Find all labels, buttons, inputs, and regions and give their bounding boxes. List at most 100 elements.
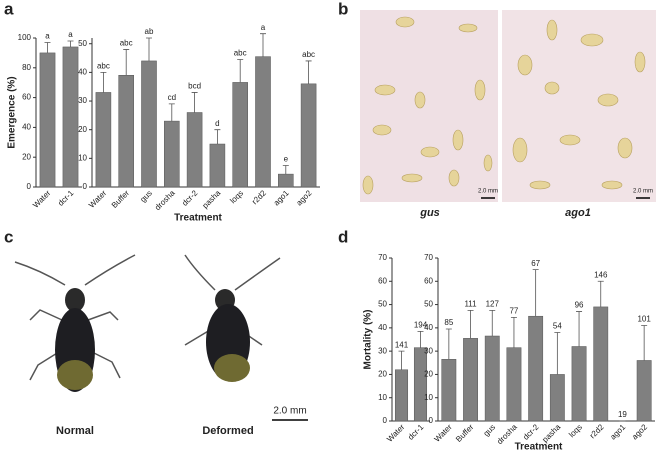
x-tick-label: loqs — [567, 423, 584, 440]
bar-annotation: abc — [97, 61, 110, 70]
y-tick-label: 0 — [27, 182, 32, 191]
bar — [593, 306, 609, 422]
error-bar — [467, 309, 474, 339]
y-tick-label: 60 — [378, 276, 387, 285]
error-bar — [417, 330, 424, 348]
x-tick-label: r2d2 — [588, 422, 606, 440]
x-tick-label: r2d2 — [250, 188, 268, 206]
bar — [118, 75, 134, 188]
bar-annotation: 111 — [464, 300, 477, 309]
bar-annotation: cd — [168, 93, 176, 102]
x-tick-label: ago2 — [295, 188, 314, 207]
bar-annotation: a — [68, 30, 73, 39]
x-tick-label: ago1 — [272, 188, 291, 207]
photo — [502, 10, 656, 202]
error-bar — [305, 60, 312, 84]
error-bar — [282, 165, 289, 175]
bar-annotation: a — [45, 32, 50, 41]
y-tick-label: 70 — [378, 253, 387, 262]
bar — [39, 52, 56, 188]
x-axis-label: Treatment — [515, 442, 563, 452]
error-bar — [510, 316, 517, 348]
scale-label: 2.0 mm — [478, 189, 498, 195]
bar-annotation: e — [284, 155, 289, 164]
y-axis-label: Mortality (%) — [363, 310, 374, 370]
bar — [209, 143, 226, 188]
beetle-legs — [14, 254, 281, 381]
bar — [278, 173, 294, 188]
bar — [549, 374, 565, 422]
y-axis-label: Emergence (%) — [7, 76, 18, 148]
bar — [186, 112, 203, 188]
y-tick-label: 50 — [424, 300, 433, 309]
bar — [413, 347, 428, 422]
bar — [232, 82, 248, 188]
error-bar — [146, 37, 152, 61]
error-bar — [67, 40, 74, 47]
bar-annotation: ab — [145, 27, 154, 36]
photo-label: ago1 — [565, 207, 591, 219]
y-tick-label: 30 — [424, 346, 433, 355]
x-axis-label: Treatment — [174, 213, 222, 224]
bar — [463, 338, 478, 422]
photo — [360, 10, 498, 202]
x-tick-label: drosha — [153, 188, 177, 212]
bar — [441, 359, 457, 422]
bar-annotation: abc — [234, 49, 247, 58]
y-tick-label: 30 — [78, 96, 87, 105]
bar-annotation: bcd — [188, 82, 201, 91]
bar-annotation: 146 — [594, 270, 608, 279]
error-bar — [532, 269, 539, 317]
x-tick-label: dcr-2 — [521, 422, 541, 442]
y-tick-label: 10 — [78, 153, 87, 162]
y-tick-label: 20 — [424, 370, 433, 379]
error-bar — [237, 59, 244, 83]
larvae — [362, 16, 646, 195]
bar — [571, 346, 587, 422]
y-tick-label: 50 — [78, 39, 87, 48]
y-tick-label: 70 — [424, 253, 433, 262]
bar-annotation: 85 — [444, 318, 453, 327]
bar — [62, 46, 79, 188]
y-tick-label: 60 — [22, 93, 31, 102]
y-tick-label: 0 — [83, 182, 88, 191]
error-bar — [597, 280, 604, 307]
scale-label: 2.0 mm — [273, 406, 306, 417]
photo-label: gus — [419, 207, 440, 219]
y-tick-label: 50 — [378, 300, 387, 309]
error-bar — [123, 49, 130, 76]
y-tick-label: 10 — [378, 393, 387, 402]
panel-letter: d — [338, 227, 348, 246]
y-tick-label: 40 — [78, 67, 87, 76]
y-tick-label: 20 — [22, 152, 31, 161]
y-tick-label: 0 — [429, 416, 434, 425]
bar — [636, 360, 652, 422]
x-tick-label: ago1 — [608, 422, 627, 441]
y-tick-label: 0 — [383, 416, 388, 425]
bar — [95, 92, 112, 188]
bar-annotation: 127 — [486, 300, 500, 309]
bar — [506, 347, 522, 422]
y-tick-label: 40 — [424, 323, 433, 332]
x-tick-label: dcr-1 — [406, 422, 426, 442]
bar-annotation: d — [215, 119, 219, 128]
error-bar — [641, 325, 648, 361]
bar-annotation: 101 — [637, 315, 651, 324]
error-bar — [168, 103, 175, 122]
x-tick-label: dcr-1 — [56, 188, 76, 208]
bar-annotation: a — [261, 23, 266, 32]
error-bar — [260, 33, 266, 57]
y-tick-label: 40 — [22, 123, 31, 132]
bar-annotation: 194 — [414, 320, 428, 329]
x-tick-label: Water — [87, 188, 108, 209]
error-bar — [554, 332, 561, 375]
error-bar — [398, 350, 405, 370]
y-tick-label: 20 — [78, 125, 87, 134]
bar-annotation: 141 — [395, 340, 409, 349]
x-tick-label: ago2 — [630, 422, 649, 441]
x-tick-label: Buffer — [454, 422, 476, 444]
y-tick-label: 30 — [378, 346, 387, 355]
bar-annotation: 77 — [509, 306, 518, 315]
scale-label: 2.0 mm — [633, 189, 653, 195]
